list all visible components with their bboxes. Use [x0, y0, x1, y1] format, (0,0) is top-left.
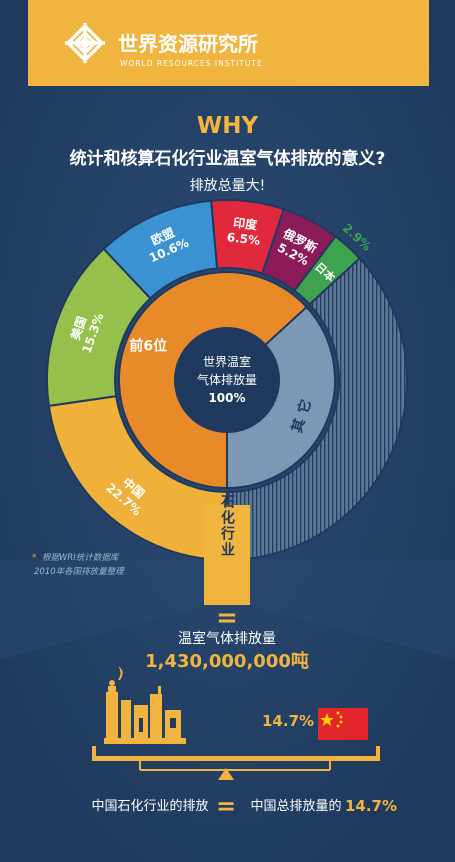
source-line-2: 2010年各国排放量整理	[34, 566, 125, 577]
emission-label: 温室气体排放量	[178, 630, 276, 647]
outer-label-india: 印度	[232, 215, 259, 233]
equals-sign: =	[216, 603, 238, 633]
bottom-right-value: 14.7%	[345, 797, 397, 815]
logo-chinese-name: 世界资源研究所	[118, 32, 258, 56]
background-glow	[0, 560, 455, 660]
wri-logo-mark	[65, 23, 105, 63]
source-star: *	[32, 553, 37, 563]
inner-label-top6: 前6位	[129, 337, 167, 354]
bottom-right-prefix: 中国总排放量的	[250, 798, 341, 814]
source-line-1: 根据WRI统计数据库	[42, 552, 120, 563]
outer-label-usa: 美国	[67, 314, 89, 342]
center-label-line-1: 世界温室	[203, 354, 251, 369]
outer-value-india: 6.5%	[226, 230, 261, 248]
donut-center	[175, 328, 279, 432]
center-label-line-2: 气体排放量	[197, 372, 257, 387]
bottom-equals-sign: =	[216, 792, 236, 820]
balance-scale	[92, 746, 380, 780]
bottom-left-text: 中国石化行业的排放	[91, 798, 208, 814]
petro-label: 石化行业	[219, 494, 236, 558]
center-label-line-3: 100%	[208, 391, 245, 405]
petro-label-box	[204, 505, 250, 605]
why-heading: WHY	[197, 113, 259, 139]
logo-english-name: WORLD RESOURCES INSTITUTE	[120, 59, 263, 68]
factory-icon	[104, 666, 186, 744]
answer-text: 排放总量大!	[190, 178, 266, 194]
question-heading: 统计和核算石化行业温室气体排放的意义?	[70, 148, 386, 169]
china-flag-icon	[318, 708, 368, 740]
scale-share-value: 14.7%	[262, 712, 314, 730]
emission-value: 1,430,000,000吨	[145, 650, 309, 672]
